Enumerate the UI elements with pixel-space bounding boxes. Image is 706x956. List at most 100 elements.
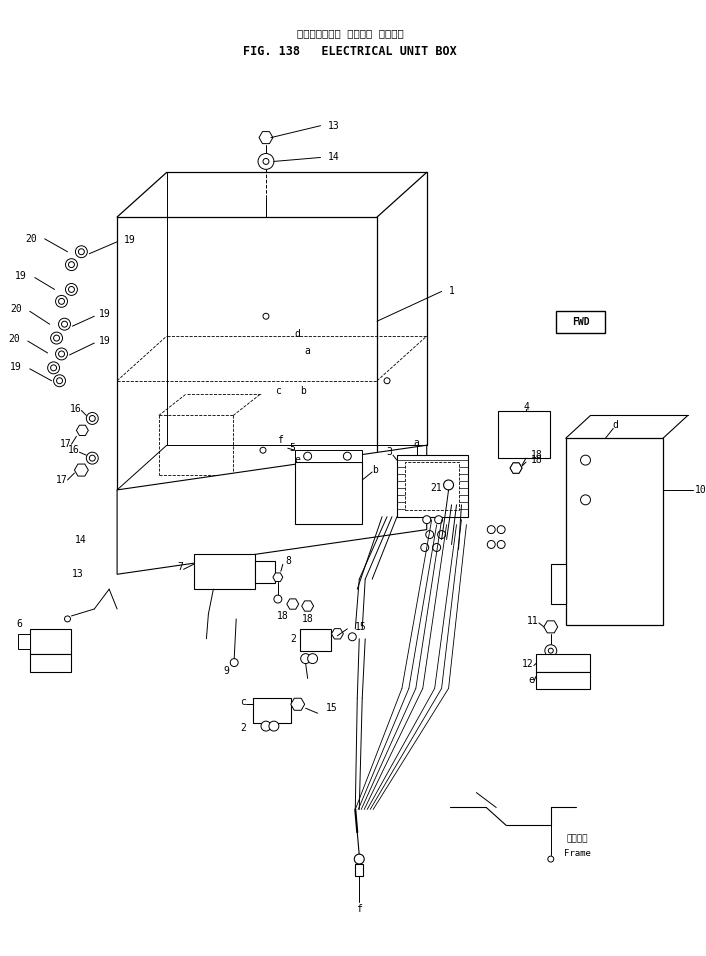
Text: 14: 14 [74, 534, 86, 545]
Text: 2: 2 [290, 634, 296, 643]
Text: FIG. 138   ELECTRICAL UNIT BOX: FIG. 138 ELECTRICAL UNIT BOX [244, 45, 457, 57]
Text: FWD: FWD [572, 317, 590, 327]
Text: 11: 11 [527, 616, 539, 626]
Text: 9: 9 [223, 665, 229, 676]
Polygon shape [544, 620, 558, 633]
Text: 18: 18 [531, 455, 543, 466]
Text: 20: 20 [8, 334, 20, 344]
Circle shape [487, 526, 495, 533]
Polygon shape [117, 445, 426, 575]
Circle shape [66, 259, 78, 271]
Circle shape [51, 365, 56, 371]
Text: 14: 14 [328, 152, 340, 163]
Polygon shape [301, 601, 313, 611]
Circle shape [421, 544, 429, 552]
Text: 16: 16 [70, 403, 81, 414]
Circle shape [545, 644, 557, 657]
Text: 15: 15 [325, 704, 337, 713]
Text: b: b [300, 385, 306, 396]
Circle shape [263, 159, 269, 164]
Circle shape [438, 531, 445, 538]
Text: a: a [305, 346, 311, 356]
Bar [30, 654, 71, 671]
Circle shape [497, 540, 505, 549]
Circle shape [61, 321, 68, 327]
Text: 2: 2 [240, 723, 246, 733]
Circle shape [423, 515, 431, 524]
Circle shape [435, 515, 443, 524]
Bar [294, 462, 362, 524]
Text: 1: 1 [448, 287, 455, 296]
Text: d: d [612, 421, 618, 430]
Text: c: c [240, 697, 246, 707]
Text: 8: 8 [286, 556, 292, 566]
Polygon shape [76, 425, 88, 436]
Circle shape [68, 287, 74, 293]
Text: 7: 7 [178, 562, 184, 573]
Text: 18: 18 [277, 611, 289, 621]
Circle shape [59, 298, 64, 304]
Circle shape [384, 378, 390, 383]
Text: 20: 20 [25, 234, 37, 244]
Circle shape [56, 378, 63, 383]
Text: 16: 16 [68, 445, 79, 455]
Text: 15: 15 [355, 621, 367, 632]
Circle shape [426, 531, 433, 538]
Text: Frame: Frame [564, 849, 591, 858]
Circle shape [59, 351, 64, 357]
Circle shape [580, 495, 590, 505]
Circle shape [580, 455, 590, 466]
Text: 5: 5 [289, 444, 294, 453]
Polygon shape [273, 573, 283, 581]
Text: e: e [528, 676, 534, 685]
Circle shape [78, 249, 84, 254]
Text: c: c [275, 385, 281, 396]
Text: 12: 12 [522, 659, 534, 668]
Circle shape [304, 452, 311, 460]
Bar [193, 554, 255, 589]
Text: 17: 17 [56, 475, 68, 485]
Text: f: f [357, 903, 362, 914]
Text: 20: 20 [10, 304, 22, 315]
Bar [498, 410, 550, 458]
Text: b: b [372, 465, 378, 475]
Circle shape [51, 332, 63, 344]
Polygon shape [74, 464, 88, 476]
Text: 10: 10 [695, 485, 706, 495]
Circle shape [59, 318, 71, 330]
Circle shape [348, 633, 357, 641]
Text: 19: 19 [15, 271, 27, 280]
Text: 18: 18 [531, 450, 543, 460]
Circle shape [260, 447, 266, 453]
Polygon shape [510, 463, 522, 473]
Text: 3: 3 [386, 447, 392, 457]
Circle shape [261, 721, 271, 731]
Text: 19: 19 [10, 362, 22, 372]
Bar [405, 462, 460, 510]
Polygon shape [259, 132, 273, 143]
Circle shape [343, 452, 352, 460]
Polygon shape [331, 629, 343, 639]
Text: 19: 19 [100, 309, 111, 319]
Text: 13: 13 [328, 120, 340, 131]
Text: 17: 17 [60, 439, 71, 449]
Circle shape [76, 246, 88, 258]
Text: 4: 4 [523, 402, 529, 411]
Bar [355, 864, 363, 876]
Circle shape [66, 284, 78, 295]
Bar [253, 698, 291, 723]
Circle shape [54, 336, 59, 341]
Circle shape [443, 480, 453, 489]
Circle shape [86, 412, 98, 424]
Circle shape [230, 659, 238, 666]
Circle shape [56, 295, 68, 307]
Circle shape [308, 654, 318, 663]
Bar [30, 629, 71, 654]
Bar [300, 629, 331, 651]
Bar [566, 438, 663, 625]
Bar [18, 634, 30, 649]
Text: 6: 6 [16, 619, 22, 629]
Circle shape [354, 854, 364, 864]
Bar [397, 455, 468, 516]
Polygon shape [287, 598, 299, 609]
